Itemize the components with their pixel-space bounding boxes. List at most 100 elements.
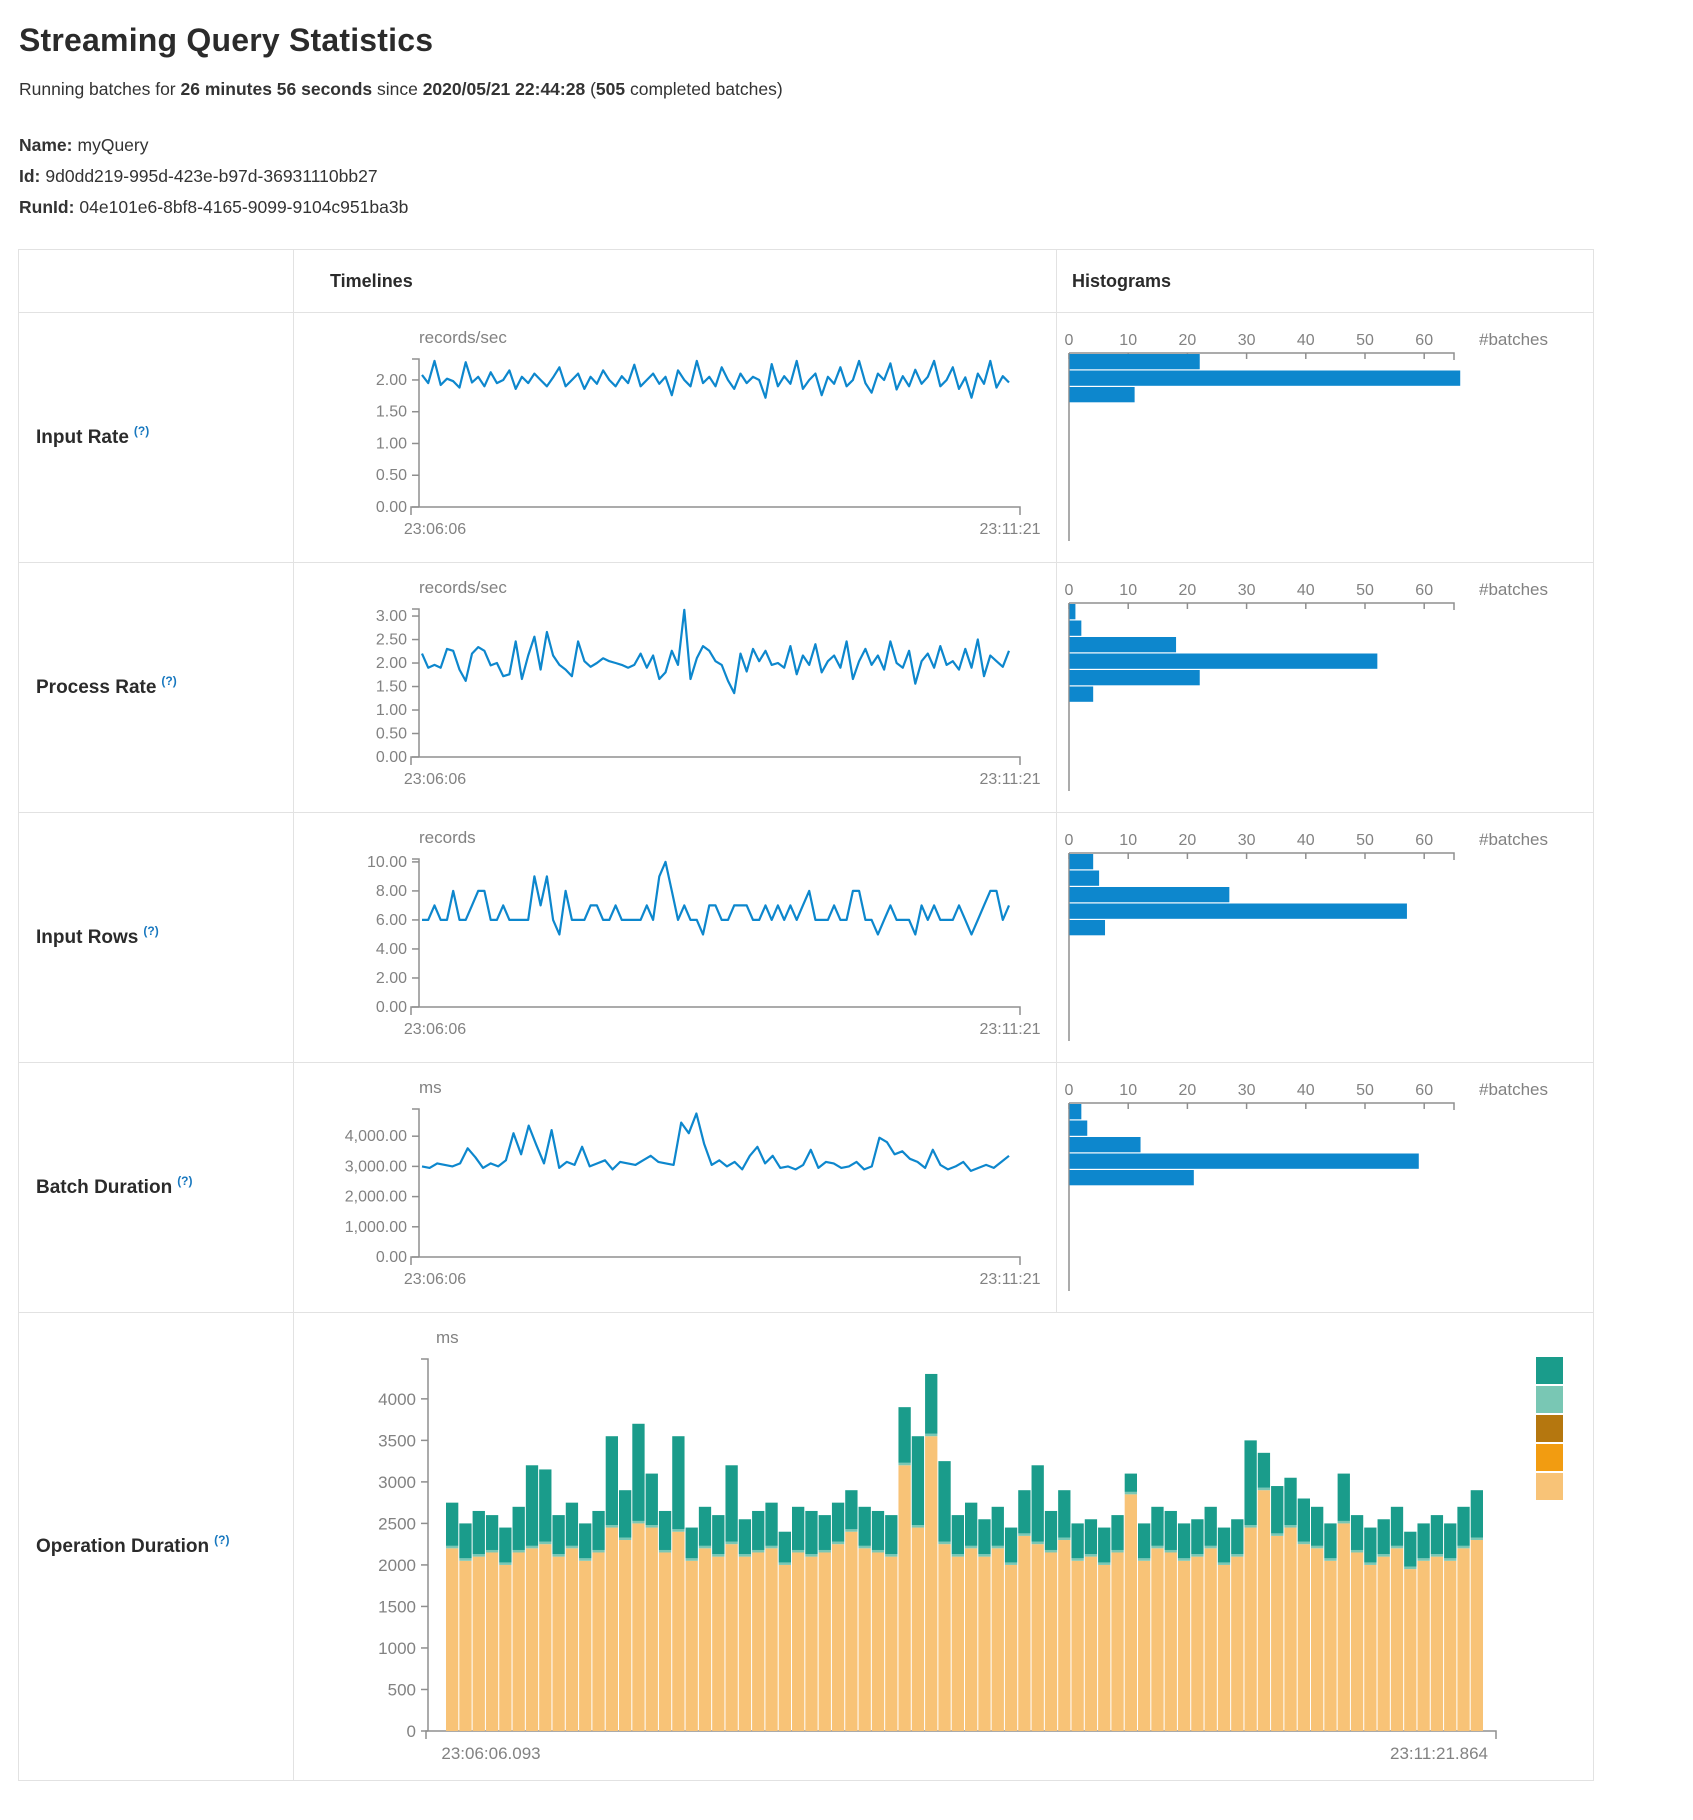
svg-text:23:06:06: 23:06:06 — [404, 1271, 466, 1288]
batch-duration-timeline-cell: ms 0.00 1,000.00 2,000.00 3,000.00 4,000.00 23… — [293, 1062, 1056, 1312]
input-rows-histogram-cell: 0 10 20 30 40 50 60 #batches — [1056, 812, 1593, 1062]
svg-text:records/sec: records/sec — [419, 328, 507, 347]
input-rate-histogram-cell: 0 10 20 30 40 50 60 #batches — [1056, 312, 1593, 562]
batch-duration-histogram-chart: 0 10 20 30 40 50 60 #batches — [1065, 1080, 1548, 1291]
running-start-timestamp: 2020/05/21 22:44:28 — [422, 79, 586, 99]
svg-text:3.00: 3.00 — [376, 608, 407, 625]
svg-text:50: 50 — [1356, 582, 1374, 599]
svg-text:2.50: 2.50 — [376, 632, 407, 649]
svg-text:20: 20 — [1179, 582, 1197, 599]
svg-text:0: 0 — [407, 1722, 416, 1741]
svg-text:40: 40 — [1297, 582, 1315, 599]
input-rate-timeline-cell: records/sec 0.00 0.50 1.00 1.50 2.00 23:06:06 2… — [293, 312, 1056, 562]
svg-text:50: 50 — [1356, 832, 1374, 849]
svg-text:1000: 1000 — [378, 1639, 416, 1658]
svg-text:2.00: 2.00 — [376, 372, 407, 389]
input-rows-histogram-chart: 0 10 20 30 40 50 60 #batches — [1065, 830, 1548, 1041]
svg-text:4.00: 4.00 — [376, 941, 407, 958]
row-label-batch-duration: Batch Duration (?) — [19, 1062, 293, 1312]
svg-text:20: 20 — [1179, 832, 1197, 849]
help-icon[interactable]: (?) — [133, 423, 150, 438]
svg-text:ms: ms — [436, 1328, 459, 1347]
svg-text:3000: 3000 — [378, 1473, 416, 1492]
input-rate-timeline-chart: records/sec 0.00 0.50 1.00 1.50 2.00 23:06:06 2… — [376, 328, 1041, 538]
svg-text:40: 40 — [1297, 832, 1315, 849]
svg-text:10: 10 — [1119, 332, 1137, 349]
svg-text:10: 10 — [1119, 832, 1137, 849]
operation-duration-stacked-chart: ms 0 500 1000 1500 2000 2500 3000 3500 4000 23:06:… — [378, 1328, 1563, 1763]
svg-text:23:11:21: 23:11:21 — [979, 521, 1040, 538]
svg-text:#batches: #batches — [1479, 580, 1548, 599]
row-label-process-rate: Process Rate (?) — [19, 562, 293, 812]
svg-text:3500: 3500 — [378, 1431, 416, 1450]
row-label-input-rate: Input Rate (?) — [19, 312, 293, 562]
svg-text:23:11:21: 23:11:21 — [979, 1021, 1040, 1038]
svg-text:4,000.00: 4,000.00 — [345, 1128, 407, 1145]
help-icon[interactable]: (?) — [177, 1173, 193, 1188]
svg-text:0.00: 0.00 — [376, 749, 407, 766]
process-rate-histogram-chart: 0 10 20 30 40 50 60 #batches — [1065, 580, 1548, 791]
svg-text:10: 10 — [1119, 1082, 1137, 1099]
svg-text:2,000.00: 2,000.00 — [345, 1189, 407, 1206]
running-duration: 26 minutes 56 seconds — [180, 79, 373, 99]
column-header-histograms: Histograms — [1056, 250, 1593, 312]
svg-text:2500: 2500 — [378, 1514, 416, 1533]
svg-text:500: 500 — [388, 1680, 416, 1699]
svg-text:40: 40 — [1297, 1082, 1315, 1099]
svg-text:0.00: 0.00 — [376, 499, 407, 516]
svg-text:40: 40 — [1297, 332, 1315, 349]
svg-text:6.00: 6.00 — [376, 912, 407, 929]
svg-text:0.00: 0.00 — [376, 1249, 407, 1266]
svg-text:23:06:06.093: 23:06:06.093 — [441, 1744, 540, 1763]
svg-text:50: 50 — [1356, 332, 1374, 349]
header-empty-cell — [19, 250, 293, 312]
svg-text:1.50: 1.50 — [376, 404, 407, 421]
query-meta: Name: myQuery Id: 9d0dd219-995d-423e-b97d-… — [19, 130, 1693, 223]
help-icon[interactable]: (?) — [161, 673, 177, 688]
svg-text:30: 30 — [1238, 1082, 1256, 1099]
column-header-timelines: Timelines — [293, 250, 1056, 312]
svg-text:60: 60 — [1415, 1082, 1433, 1099]
svg-text:0.00: 0.00 — [376, 999, 407, 1016]
svg-text:1.50: 1.50 — [376, 679, 407, 696]
batch-duration-timeline-chart: ms 0.00 1,000.00 2,000.00 3,000.00 4,000.00 23… — [345, 1078, 1041, 1288]
input-rows-timeline-cell: records 0.00 2.00 4.00 6.00 8.00 10.00 23:06:06… — [293, 812, 1056, 1062]
svg-text:2.00: 2.00 — [376, 655, 407, 672]
svg-text:23:06:06: 23:06:06 — [404, 771, 466, 788]
svg-text:60: 60 — [1415, 832, 1433, 849]
svg-text:23:06:06: 23:06:06 — [404, 1021, 466, 1038]
row-label-input-rows: Input Rows (?) — [19, 812, 293, 1062]
svg-text:20: 20 — [1179, 1082, 1197, 1099]
svg-text:0.50: 0.50 — [376, 467, 407, 484]
svg-text:ms: ms — [419, 1078, 442, 1097]
svg-text:60: 60 — [1415, 332, 1433, 349]
svg-text:0: 0 — [1065, 582, 1074, 599]
svg-text:0: 0 — [1065, 332, 1074, 349]
svg-text:#batches: #batches — [1479, 330, 1548, 349]
svg-text:23:11:21.864: 23:11:21.864 — [1390, 1744, 1488, 1763]
svg-text:20: 20 — [1179, 332, 1197, 349]
svg-text:1500: 1500 — [378, 1597, 416, 1616]
process-rate-timeline-cell: records/sec 0.00 0.50 1.00 1.50 2.00 2.50 3.00 2… — [293, 562, 1056, 812]
svg-text:2.00: 2.00 — [376, 970, 407, 987]
help-icon[interactable]: (?) — [214, 1532, 230, 1547]
svg-text:60: 60 — [1415, 582, 1433, 599]
process-rate-timeline-chart: records/sec 0.00 0.50 1.00 1.50 2.00 2.50 3.00 2… — [376, 578, 1041, 788]
completed-batches-text: completed batches) — [625, 79, 783, 99]
query-name-value: myQuery — [77, 135, 149, 155]
svg-text:8.00: 8.00 — [376, 883, 407, 900]
svg-text:0.50: 0.50 — [376, 726, 407, 743]
svg-text:1.00: 1.00 — [376, 435, 407, 452]
svg-text:30: 30 — [1238, 332, 1256, 349]
operation-duration-chart-cell: ms 0 500 1000 1500 2000 2500 3000 3500 4000 23:06:… — [293, 1312, 1593, 1780]
svg-text:23:11:21: 23:11:21 — [979, 1271, 1040, 1288]
query-id-label: Id: — [19, 166, 41, 186]
streaming-query-statistics-page: Streaming Query Statistics Running batch… — [18, 22, 1693, 1781]
query-runid-row: RunId: 04e101e6-8bf8-4165-9099-9104c951ba… — [19, 192, 1693, 223]
help-icon[interactable]: (?) — [143, 923, 159, 938]
svg-text:4000: 4000 — [378, 1390, 416, 1409]
svg-text:records: records — [419, 828, 476, 847]
input-rows-timeline-chart: records 0.00 2.00 4.00 6.00 8.00 10.00 23:06:06… — [367, 828, 1041, 1038]
page-title: Streaming Query Statistics — [19, 22, 434, 58]
query-id-row: Id: 9d0dd219-995d-423e-b97d-36931110bb27 — [19, 161, 1693, 192]
